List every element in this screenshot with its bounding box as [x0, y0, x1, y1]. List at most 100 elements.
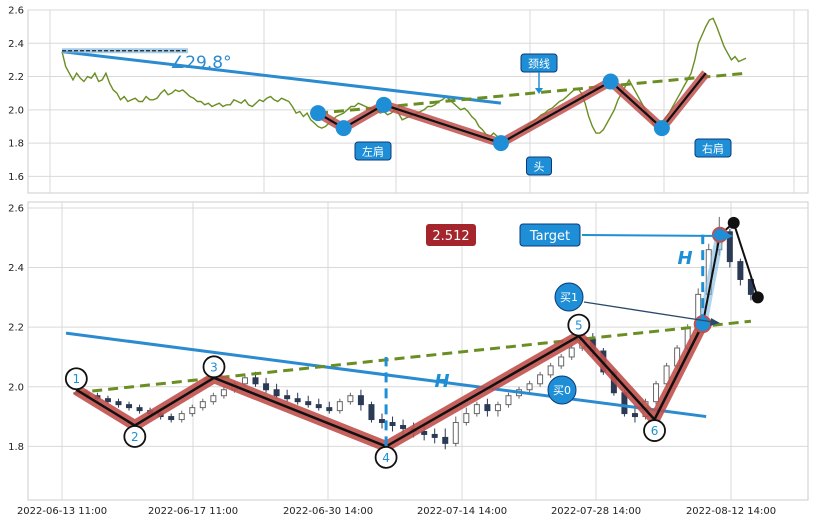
- top-price-line: [61, 17, 747, 144]
- candle-body: [431, 433, 438, 438]
- head-label: 头: [534, 161, 545, 174]
- h-label-lower: H: [434, 371, 449, 392]
- candle-body: [568, 347, 575, 358]
- x-tick-label: 2022-07-28 14:00: [551, 506, 641, 517]
- candle-body: [442, 436, 449, 444]
- zigzag-marker-label: 4: [382, 451, 390, 465]
- x-tick-label: 2022-06-17 11:00: [148, 506, 238, 517]
- zigzag-marker: [202, 355, 226, 379]
- zigzag-marker-label: 3: [210, 360, 218, 374]
- candle-body: [378, 419, 385, 424]
- candle-body: [494, 404, 501, 412]
- candle-body: [115, 401, 122, 406]
- zigzag-marker: [123, 425, 147, 448]
- bottom-neckline: [76, 319, 752, 395]
- candle-body: [326, 407, 333, 412]
- zigzag-marker-label: 6: [651, 424, 659, 438]
- top-y-tick-label: 1.8: [8, 139, 24, 150]
- candle-body: [273, 389, 280, 397]
- buy0-badge: [547, 375, 577, 405]
- candle-body: [537, 374, 544, 385]
- candle-body: [315, 404, 322, 409]
- left-shoulder-label: 左肩: [362, 145, 384, 159]
- top-frame: [27, 9, 809, 194]
- top-pattern-point: [492, 135, 509, 152]
- candle-body: [421, 430, 428, 435]
- candle-body: [653, 383, 660, 403]
- candle-body: [547, 365, 554, 376]
- zigzag-marker-label: 2: [131, 430, 139, 444]
- x-tick-label: 2022-08-12 14:00: [686, 506, 776, 517]
- buy0-label: 买0: [553, 384, 571, 397]
- top-pattern-point: [653, 120, 670, 137]
- top-pattern-point: [335, 120, 352, 137]
- top-y-tick-label: 2.2: [8, 72, 24, 83]
- candle-body: [336, 401, 343, 412]
- candle-body: [126, 404, 133, 409]
- target-point: [711, 226, 728, 243]
- top-panel: 1.6 1.8 2.0 2.2 2.4 2.6 ∠29.8° 左肩头 右肩 颈线: [8, 6, 809, 194]
- projection-end-point: [751, 291, 764, 304]
- candle-body: [294, 398, 301, 403]
- candle-body: [505, 395, 512, 406]
- candle-body: [473, 404, 480, 415]
- angle-label: ∠29.8°: [170, 53, 232, 73]
- candle-body: [199, 401, 206, 409]
- bottom-y-tick-label: 2.0: [8, 382, 24, 393]
- x-axis: 2022-06-13 11:00 2022-06-17 11:00 2022-06-…: [17, 506, 776, 517]
- right-shoulder-label: 右肩: [702, 142, 724, 156]
- candle-body: [252, 377, 259, 385]
- x-tick-label: 2022-06-13 11:00: [17, 506, 107, 517]
- candle-body: [241, 377, 248, 385]
- left-shoulder-label-box: [354, 141, 392, 161]
- top-y-tick-label: 2.4: [8, 39, 24, 50]
- candle-body: [726, 231, 733, 263]
- bottom-y-tick-label: 2.2: [8, 323, 24, 334]
- buy1-arrow: [583, 301, 714, 323]
- candle-body: [189, 407, 196, 415]
- candle-body: [210, 395, 217, 403]
- candle-body: [558, 356, 565, 367]
- top-y-tick-label: 1.6: [8, 172, 24, 183]
- candle-body: [284, 395, 291, 400]
- candle-body: [389, 422, 396, 426]
- candle-body: [631, 413, 638, 418]
- bottom-panel: 1.8 2.0 2.2 2.4 2.6 H H 1 2 3 4 5 6 2.512 Target 买1 买0: [8, 201, 809, 501]
- zigzag-marker: [374, 445, 398, 469]
- neckline-tag-label: 颈线: [528, 57, 550, 71]
- zigzag-marker-label: 1: [73, 372, 81, 386]
- head-label-box: [526, 156, 552, 176]
- target-arrow: [581, 234, 726, 237]
- candle-body: [263, 383, 270, 391]
- target-label: Target: [529, 229, 570, 244]
- zigzag-marker-label: 5: [575, 319, 583, 333]
- candle-body: [368, 404, 375, 421]
- candle-body: [452, 422, 459, 444]
- candle-body: [305, 401, 312, 406]
- top-trendline: [61, 50, 502, 105]
- x-tick-label: 2022-07-14 14:00: [417, 506, 507, 517]
- candle-body: [136, 407, 143, 412]
- neckline-tag-arrowhead: [535, 88, 543, 94]
- candle-body: [168, 416, 175, 421]
- candle-body: [484, 404, 491, 412]
- bottom-y-tick-label: 2.4: [8, 263, 24, 274]
- top-y-tick-label: 2.6: [8, 6, 24, 17]
- right-shoulder-label-box: [694, 138, 732, 158]
- top-pattern-point: [310, 105, 327, 122]
- buy1-arrowhead: [710, 318, 720, 326]
- zigzag-marker: [567, 313, 591, 337]
- x-tick-label: 2022-06-30 14:00: [283, 506, 373, 517]
- candle-body: [220, 389, 227, 397]
- candle-body: [463, 413, 470, 424]
- candle-body: [357, 395, 364, 406]
- top-pattern-point: [602, 73, 619, 90]
- target-box: [519, 223, 581, 247]
- zigzag-marker: [643, 419, 666, 442]
- projection-line: [701, 221, 759, 325]
- candle-body: [737, 261, 744, 280]
- candle-body: [526, 383, 533, 391]
- bottom-y-tick-label: 1.8: [8, 442, 24, 453]
- buy1-label: 买1: [560, 291, 578, 304]
